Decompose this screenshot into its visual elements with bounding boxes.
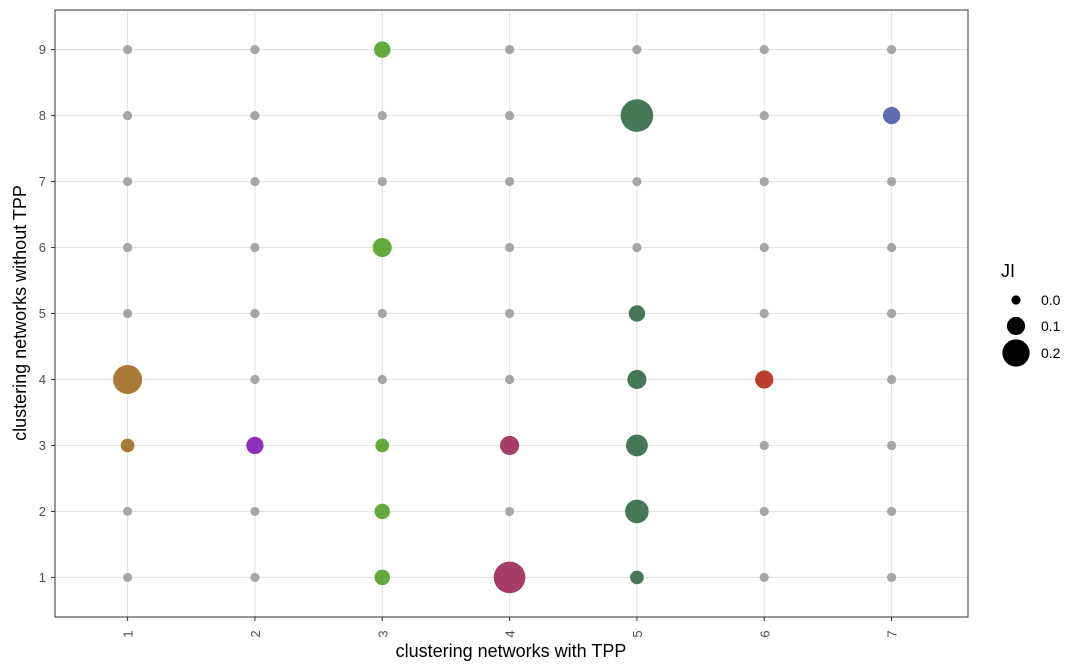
legend-key xyxy=(1002,339,1030,367)
x-tick-label: 5 xyxy=(630,630,645,637)
data-point xyxy=(372,237,392,258)
y-tick-label: 8 xyxy=(39,108,46,123)
data-point xyxy=(113,364,143,394)
x-tick-label: 2 xyxy=(248,630,263,637)
zero-point xyxy=(377,110,387,121)
data-point xyxy=(882,106,901,125)
x-tick-label: 3 xyxy=(375,630,390,637)
zero-point xyxy=(504,308,515,319)
data-point xyxy=(120,438,135,453)
y-tick-label: 5 xyxy=(39,306,46,321)
data-point xyxy=(626,434,648,457)
data-point xyxy=(620,99,654,132)
y-axis-title: clustering networks without TPP xyxy=(10,185,30,441)
legend-label: 0.0 xyxy=(1041,292,1061,308)
data-point xyxy=(627,369,647,390)
zero-point xyxy=(250,374,260,385)
zero-point xyxy=(632,242,642,253)
x-tick-label: 6 xyxy=(757,630,772,637)
zero-point xyxy=(759,44,769,55)
data-points xyxy=(113,41,901,594)
zero-point xyxy=(122,308,133,319)
zero-point xyxy=(886,176,897,187)
zero-point xyxy=(250,506,260,517)
data-point xyxy=(374,41,391,58)
zero-point xyxy=(377,176,387,187)
x-tick-label: 4 xyxy=(503,630,518,637)
y-tick-label: 3 xyxy=(39,438,46,453)
zero-point xyxy=(122,176,133,187)
zero-point xyxy=(504,110,515,121)
zero-point xyxy=(250,572,260,583)
zero-point xyxy=(886,440,897,451)
zero-point xyxy=(250,176,260,187)
y-axis-tick-labels: 1 2 3 4 5 6 7 8 9 xyxy=(39,42,46,585)
zero-point xyxy=(759,308,769,319)
legend-entries: 0.0 0.1 0.2 xyxy=(1002,292,1061,367)
data-point xyxy=(500,435,520,456)
zero-point xyxy=(250,242,260,253)
zero-point xyxy=(886,242,897,253)
data-point xyxy=(246,436,264,455)
zero-point xyxy=(250,44,260,55)
zero-point xyxy=(122,44,133,55)
legend: JI 0.0 0.1 0.2 xyxy=(1001,261,1061,367)
zero-point xyxy=(504,242,515,253)
x-tick-label: 7 xyxy=(885,630,900,637)
zero-point xyxy=(886,308,897,319)
zero-point xyxy=(759,440,769,451)
data-point xyxy=(625,499,649,524)
x-axis-tick-labels: 1 2 3 4 5 6 7 xyxy=(121,630,900,637)
zero-point xyxy=(759,110,769,121)
x-tick-label: 1 xyxy=(121,630,136,637)
legend-key xyxy=(1006,316,1026,336)
zero-point xyxy=(886,506,897,517)
zero-point xyxy=(377,374,387,385)
zero-point xyxy=(504,506,515,517)
y-tick-label: 6 xyxy=(39,240,46,255)
data-point xyxy=(630,570,644,585)
legend-label: 0.2 xyxy=(1041,345,1061,361)
zero-point xyxy=(250,110,260,121)
zero-point xyxy=(504,176,515,187)
axis-ticks xyxy=(51,49,893,621)
data-point xyxy=(755,370,774,389)
zero-point xyxy=(122,242,133,253)
zero-point xyxy=(250,308,260,319)
zero-point xyxy=(759,506,769,517)
zero-point xyxy=(122,110,133,121)
zero-point xyxy=(377,308,387,319)
y-tick-label: 9 xyxy=(39,42,46,57)
data-point xyxy=(628,305,646,322)
data-point xyxy=(374,569,391,586)
zero-point xyxy=(504,44,515,55)
zero-point xyxy=(886,374,897,385)
data-point xyxy=(375,438,390,453)
y-tick-label: 4 xyxy=(39,372,46,387)
legend-title: JI xyxy=(1001,261,1015,281)
y-tick-label: 1 xyxy=(39,570,46,585)
legend-label: 0.1 xyxy=(1041,318,1061,334)
y-tick-label: 2 xyxy=(39,504,46,519)
legend-key xyxy=(1011,295,1021,305)
data-point xyxy=(493,561,526,594)
zero-point xyxy=(632,176,642,187)
y-tick-label: 7 xyxy=(39,174,46,189)
zero-point xyxy=(886,44,897,55)
zero-point xyxy=(759,176,769,187)
x-axis-title: clustering networks with TPP xyxy=(396,641,627,661)
zero-point xyxy=(759,242,769,253)
zero-point xyxy=(632,44,642,55)
zero-point xyxy=(122,572,133,583)
zero-point xyxy=(886,572,897,583)
data-point xyxy=(374,503,391,520)
zero-point xyxy=(759,572,769,583)
zero-point xyxy=(122,506,133,517)
zero-point xyxy=(504,374,515,385)
